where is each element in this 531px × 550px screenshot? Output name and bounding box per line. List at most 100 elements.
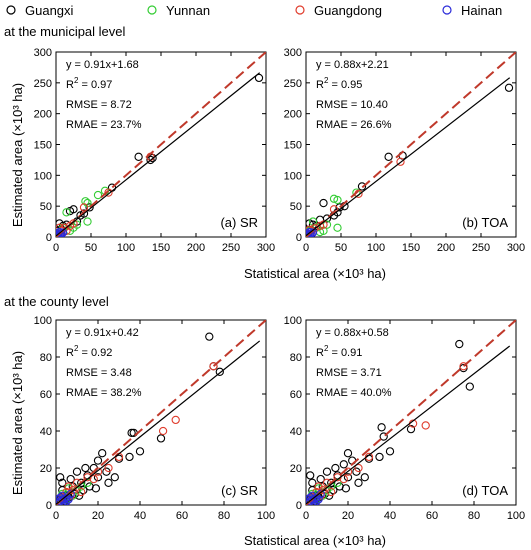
data-point [306, 497, 315, 505]
x-tick-label: 250 [222, 242, 240, 254]
x-tick-label: 20 [92, 510, 104, 522]
y-tick-label: 50 [40, 201, 52, 213]
plot-area [56, 320, 266, 505]
stat-rmae: RMAE = 26.6% [316, 119, 392, 131]
data-point [254, 73, 264, 83]
y-tick-label: 0 [296, 232, 302, 244]
data-point [72, 467, 82, 476]
x-tick-label: 200 [187, 242, 205, 254]
legend-label: Guangdong [314, 3, 382, 18]
data-point [205, 332, 214, 341]
x-tick-label: 0 [303, 242, 309, 254]
legend-entry-hainan: Hainan [442, 3, 502, 18]
section-title-county: at the county level [4, 294, 109, 309]
series-hainan [56, 489, 75, 505]
y-tick-label: 100 [284, 170, 302, 182]
x-tick-label: 100 [117, 242, 135, 254]
stat-equation: y = 0.91x+0.42 [66, 327, 139, 339]
data-point [56, 473, 65, 482]
plot-frame [55, 319, 267, 506]
y-tick-label: 20 [290, 463, 302, 475]
data-point [465, 382, 474, 391]
data-point [158, 426, 168, 436]
y-tick-label: 0 [296, 500, 302, 512]
x-tick-label: 0 [53, 242, 59, 254]
data-point [354, 463, 363, 473]
x-tick-label: 150 [402, 242, 420, 254]
data-point [215, 367, 224, 376]
panel-label: (a) SR [220, 215, 258, 230]
data-point [343, 449, 353, 458]
data-point [364, 452, 374, 462]
data-point [156, 434, 166, 443]
stat-equation: y = 0.88x+2.21 [316, 59, 389, 71]
data-point [66, 474, 75, 484]
y-tick-label: 150 [284, 140, 302, 152]
y-tick-label: 50 [290, 201, 302, 213]
data-point [384, 152, 393, 161]
legend-label: Yunnan [166, 3, 210, 18]
data-point [455, 339, 464, 349]
data-point [375, 452, 384, 462]
data-point [315, 221, 325, 231]
x-tick-label: 40 [384, 510, 396, 522]
x-axis-label-bottom: Statistical area (×10³ ha) [244, 533, 386, 548]
data-point [62, 497, 71, 505]
regression-line [56, 72, 261, 237]
data-point [327, 478, 336, 487]
data-point [314, 482, 323, 491]
stat-r2: R2 = 0.91 [316, 344, 362, 359]
one-to-one-line [56, 320, 266, 505]
legend-marker [6, 5, 16, 15]
data-point [135, 447, 145, 456]
data-point [379, 432, 388, 441]
data-point [148, 153, 157, 163]
plot-area [306, 52, 516, 237]
series-guangdong [56, 152, 155, 237]
x-tick-label: 20 [342, 510, 354, 522]
data-point [93, 190, 103, 200]
y-tick-label: 80 [40, 352, 52, 364]
data-point [357, 182, 367, 191]
data-point [354, 478, 363, 487]
stat-rmse: RMSE = 8.72 [66, 99, 132, 111]
data-point [504, 83, 514, 92]
panel-label: (d) TOA [462, 483, 508, 498]
y-tick-label: 100 [284, 315, 302, 327]
plot-area [306, 320, 516, 505]
data-point [308, 478, 317, 487]
regression-line [306, 77, 511, 237]
data-point [341, 484, 351, 493]
data-point [459, 362, 468, 371]
stat-equation: y = 0.88x+0.58 [316, 327, 389, 339]
legend-entry-yunnan: Yunnan [147, 3, 210, 18]
x-tick-label: 250 [472, 242, 490, 254]
data-point [81, 197, 90, 206]
y-tick-label: 200 [284, 109, 302, 121]
x-tick-label: 80 [468, 510, 480, 522]
x-axis-label-top: Statistical area (×10³ ha) [244, 266, 386, 281]
regression-line [56, 340, 261, 505]
stat-rmae: RMAE = 23.7% [66, 119, 142, 131]
section-title-municipal: at the municipal level [4, 24, 126, 39]
data-point [331, 463, 340, 473]
panel-label: (b) TOA [462, 215, 508, 230]
data-point [377, 423, 386, 432]
data-point [421, 421, 430, 430]
y-tick-label: 80 [290, 352, 302, 364]
stat-equation: y = 0.91x+1.68 [66, 59, 139, 71]
panel-0: 0 50 100 150 200 250 300 0 50 100 150 200 250 300 y = … [34, 47, 276, 254]
y-tick-label: 40 [290, 426, 302, 438]
data-point [76, 211, 85, 220]
x-tick-label: 300 [257, 242, 275, 254]
y-tick-label: 300 [284, 47, 302, 59]
y-tick-label: 60 [290, 389, 302, 401]
series-guangxi [306, 339, 474, 505]
legend-marker [147, 5, 157, 15]
plot-area [56, 52, 266, 237]
data-point [333, 223, 342, 232]
data-point [77, 487, 86, 497]
data-point [81, 463, 90, 473]
